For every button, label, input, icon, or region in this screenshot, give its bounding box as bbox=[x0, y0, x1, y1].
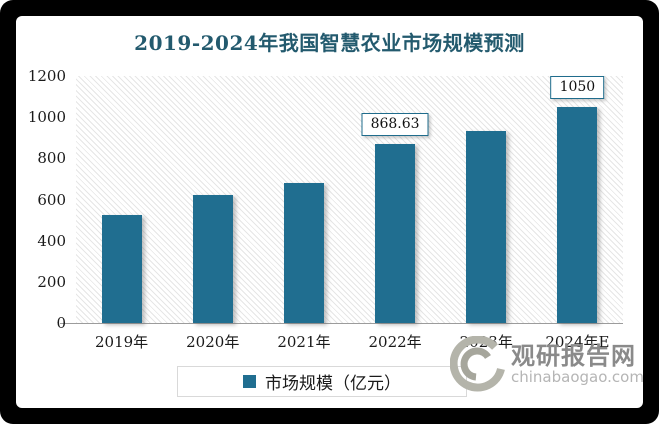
bar-2023年 bbox=[466, 130, 507, 323]
x-tick-label: 2019年 bbox=[94, 333, 149, 351]
watermark: 观研报告网 chinabaogao.com bbox=[450, 336, 644, 392]
chart-title: 2019-2024年我国智慧农业市场规模预测 bbox=[134, 31, 525, 55]
x-tick-label: 2021年 bbox=[277, 333, 331, 351]
x-axis-line bbox=[60, 323, 623, 324]
bar-2024年E bbox=[557, 106, 598, 323]
watermark-site-name: 观研报告网 bbox=[511, 341, 636, 370]
y-tick-label: 1200 bbox=[27, 67, 66, 85]
chinabaogao-logo-icon bbox=[450, 336, 505, 392]
x-tick-label: 2022年 bbox=[368, 333, 422, 351]
plot-area bbox=[76, 76, 623, 323]
y-tick-label: 0 bbox=[56, 314, 66, 332]
data-label: 868.63 bbox=[361, 113, 429, 137]
legend-label: 市场规模（亿元） bbox=[265, 374, 401, 394]
legend-swatch bbox=[243, 375, 256, 388]
y-tick-label: 600 bbox=[37, 190, 66, 209]
x-tick-label: 2024年E bbox=[545, 333, 610, 351]
bar-2022年 bbox=[375, 144, 416, 323]
y-tick-label: 200 bbox=[37, 272, 66, 291]
watermark-site-url: chinabaogao.com bbox=[511, 367, 644, 386]
y-tick-label: 1000 bbox=[27, 108, 66, 127]
data-label: 1050 bbox=[550, 75, 605, 99]
y-tick-label: 400 bbox=[37, 231, 66, 250]
bar-2019年 bbox=[101, 214, 142, 323]
y-tick-label: 800 bbox=[37, 149, 66, 168]
bar-2020年 bbox=[192, 195, 233, 323]
watermark-text: 观研报告网 chinabaogao.com bbox=[511, 343, 644, 386]
bar-2021年 bbox=[283, 183, 324, 323]
x-tick-label: 2020年 bbox=[186, 333, 240, 351]
legend: 市场规模（亿元） bbox=[177, 366, 467, 397]
